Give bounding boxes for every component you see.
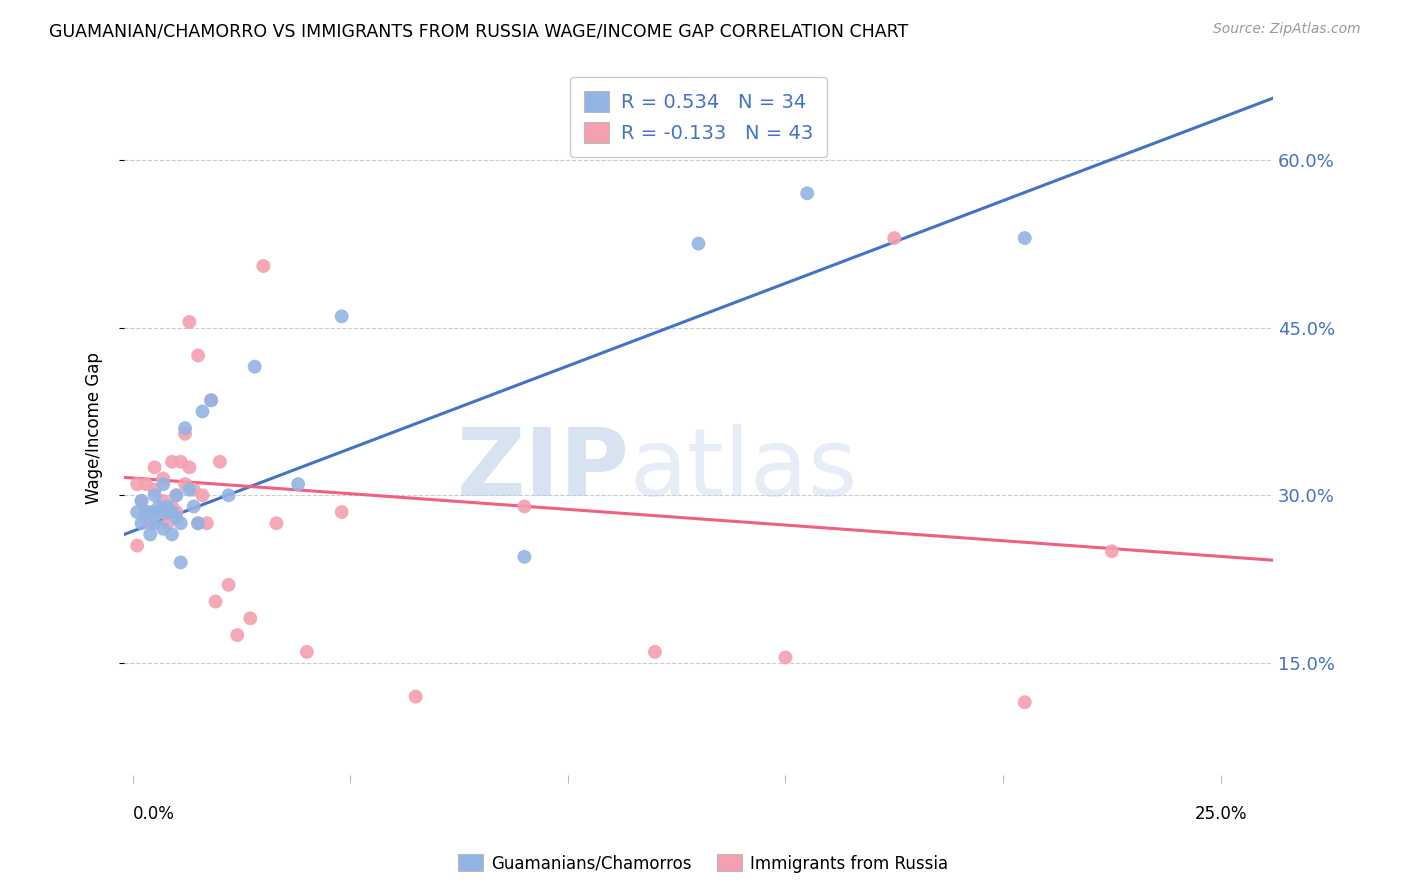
Text: Source: ZipAtlas.com: Source: ZipAtlas.com — [1213, 22, 1361, 37]
Point — [688, 236, 710, 251]
Point — [131, 516, 153, 531]
Point — [174, 421, 197, 435]
Point — [165, 510, 187, 524]
Point — [127, 477, 149, 491]
Point — [513, 549, 536, 564]
Text: atlas: atlas — [630, 424, 858, 516]
Text: 0.0%: 0.0% — [132, 805, 174, 823]
Point — [1101, 544, 1123, 558]
Point — [143, 488, 166, 502]
Point — [243, 359, 266, 374]
Point — [187, 516, 209, 531]
Point — [513, 500, 536, 514]
Point — [187, 516, 209, 531]
Point — [165, 505, 187, 519]
Point — [266, 516, 288, 531]
Point — [139, 505, 162, 519]
Text: GUAMANIAN/CHAMORRO VS IMMIGRANTS FROM RUSSIA WAGE/INCOME GAP CORRELATION CHART: GUAMANIAN/CHAMORRO VS IMMIGRANTS FROM RU… — [49, 22, 908, 40]
Point — [165, 488, 187, 502]
Point — [883, 231, 905, 245]
Point — [287, 477, 309, 491]
Point — [148, 500, 170, 514]
Point — [796, 186, 818, 201]
Point — [775, 650, 797, 665]
Point — [131, 494, 153, 508]
Point — [148, 505, 170, 519]
Point — [195, 516, 218, 531]
Point — [204, 594, 226, 608]
Point — [183, 483, 205, 497]
Point — [156, 505, 179, 519]
Point — [179, 460, 201, 475]
Point — [170, 516, 193, 531]
Point — [200, 393, 222, 408]
Point — [179, 315, 201, 329]
Point — [405, 690, 427, 704]
Point — [252, 259, 274, 273]
Point — [152, 522, 174, 536]
Point — [143, 483, 166, 497]
Point — [143, 516, 166, 531]
Point — [135, 505, 157, 519]
Point — [160, 505, 183, 519]
Point — [1014, 695, 1036, 709]
Point — [239, 611, 262, 625]
Point — [644, 645, 666, 659]
Text: ZIP: ZIP — [457, 424, 630, 516]
Point — [152, 494, 174, 508]
Point — [139, 516, 162, 531]
Point — [127, 505, 149, 519]
Point — [187, 349, 209, 363]
Point — [170, 556, 193, 570]
Point — [191, 488, 214, 502]
Point — [135, 477, 157, 491]
Point — [156, 500, 179, 514]
Point — [135, 510, 157, 524]
Point — [127, 539, 149, 553]
Text: 25.0%: 25.0% — [1194, 805, 1247, 823]
Point — [174, 426, 197, 441]
Point — [156, 516, 179, 531]
Point — [143, 460, 166, 475]
Point — [148, 505, 170, 519]
Point — [191, 404, 214, 418]
Point — [152, 477, 174, 491]
Point — [152, 471, 174, 485]
Legend: Guamanians/Chamorros, Immigrants from Russia: Guamanians/Chamorros, Immigrants from Ru… — [451, 847, 955, 880]
Point — [160, 500, 183, 514]
Point — [183, 500, 205, 514]
Point — [295, 645, 318, 659]
Point — [179, 483, 201, 497]
Point — [1014, 231, 1036, 245]
Point — [160, 527, 183, 541]
Point — [200, 393, 222, 408]
Point — [165, 488, 187, 502]
Y-axis label: Wage/Income Gap: Wage/Income Gap — [86, 352, 103, 504]
Point — [218, 578, 240, 592]
Point — [218, 488, 240, 502]
Point — [330, 310, 353, 324]
Point — [160, 455, 183, 469]
Point — [330, 505, 353, 519]
Point — [131, 494, 153, 508]
Legend: R = 0.534   N = 34, R = -0.133   N = 43: R = 0.534 N = 34, R = -0.133 N = 43 — [571, 78, 827, 157]
Point — [174, 477, 197, 491]
Point — [226, 628, 249, 642]
Point — [170, 455, 193, 469]
Point — [208, 455, 231, 469]
Point — [139, 527, 162, 541]
